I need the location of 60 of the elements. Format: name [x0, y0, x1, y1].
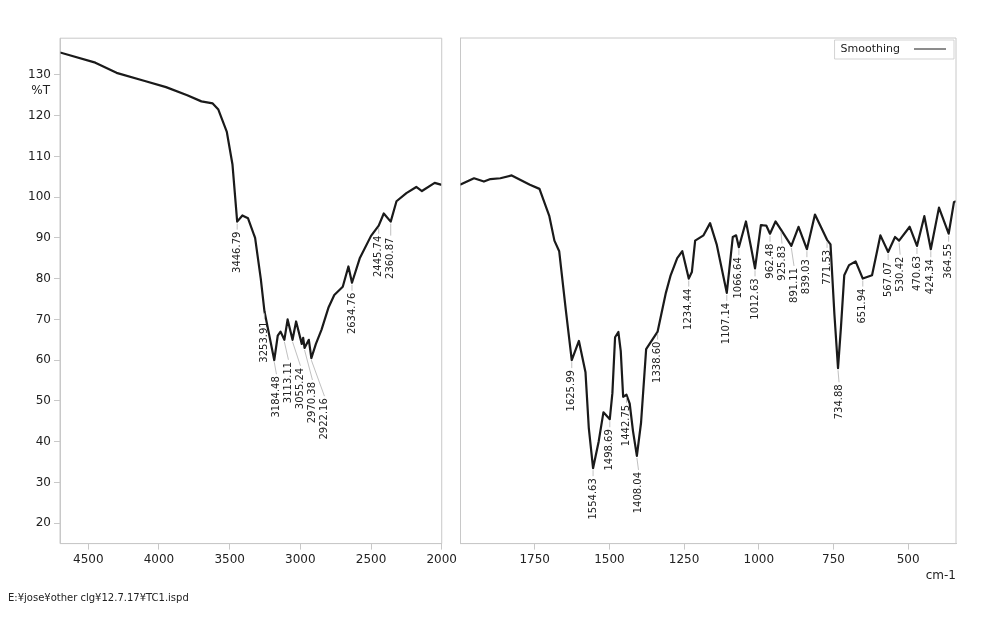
annotation: 3113.11	[282, 361, 294, 404]
y-tick-label: 50	[35, 393, 51, 408]
annotation: 2634.76	[345, 292, 357, 335]
annotation: 734.88	[832, 384, 844, 420]
annotation: 1338.60	[651, 341, 663, 383]
annotation: 925.83	[775, 245, 787, 281]
annotation: 2922.16	[318, 398, 330, 440]
annotation: 567.07	[881, 262, 893, 298]
annotation: 839.03	[800, 259, 812, 295]
annotation: 1066.64	[732, 257, 744, 299]
annotation: 771.53	[820, 249, 832, 285]
annotation: 3055.24	[294, 367, 306, 410]
annotation: 530.42	[893, 256, 905, 292]
y-tick-label: 90	[35, 230, 51, 245]
annotation: 1442.75	[620, 404, 632, 447]
x-tick-label: 750	[822, 551, 845, 566]
x-tick-label: 4500	[73, 551, 104, 566]
y-tick-label: 70	[35, 311, 51, 326]
annotation: 651.94	[856, 288, 868, 324]
x-tick-label: 2000	[426, 551, 457, 566]
y-tick-label: 30	[35, 474, 51, 489]
y-tick-label: 20	[35, 515, 51, 530]
annotation: 2360.87	[384, 237, 396, 279]
annotation: 424.34	[924, 259, 936, 295]
annotation: 2445.74	[372, 235, 384, 278]
annotation: 3253.91	[258, 321, 270, 363]
x-tick-label: 1000	[743, 551, 775, 566]
annotation: 962.48	[763, 243, 775, 279]
y-tick-label: 120	[28, 107, 51, 122]
annotation: 1234.44	[682, 288, 694, 330]
annotation: 1012.63	[748, 278, 760, 320]
y-tick-label: 110	[28, 148, 51, 163]
x-tick-label: 1750	[519, 551, 550, 566]
x-tick-label: 1500	[594, 551, 625, 566]
y-tick-label: 60	[35, 352, 51, 367]
annotation: 1625.99	[565, 370, 577, 412]
legend-label: Smoothing	[840, 41, 900, 55]
x-tick-label: 2500	[355, 551, 387, 566]
x-tick-label: 500	[896, 551, 920, 566]
y-tick-label: 80	[35, 270, 51, 285]
text: E:¥jose¥other clg¥12.7.17¥TC1.ispd	[8, 592, 190, 603]
annotation: 1498.69	[603, 429, 615, 471]
annotation: 364.55	[942, 243, 954, 279]
annotation: 1107.14	[720, 302, 732, 345]
y-tick-label: 100	[28, 189, 51, 204]
annotation: 2970.38	[306, 381, 318, 424]
y-tick-label: 40	[35, 433, 51, 448]
x-tick-label: 3500	[214, 551, 245, 566]
annotation: 891.11	[787, 267, 799, 303]
annotation: 470.63	[910, 255, 922, 291]
x-tick-label: 4000	[143, 551, 175, 566]
y-axis-title: %T	[31, 83, 51, 98]
annotation: 1554.63	[586, 478, 598, 520]
y-tick-label: 130	[28, 67, 51, 82]
x-tick-label: 1250	[668, 551, 700, 566]
x-axis-title: cm-1	[925, 567, 956, 582]
annotation: 3184.48	[270, 376, 282, 418]
annotation: 3446.79	[230, 231, 242, 273]
annotation: 1408.04	[632, 471, 644, 514]
x-tick-label: 3000	[285, 551, 316, 566]
